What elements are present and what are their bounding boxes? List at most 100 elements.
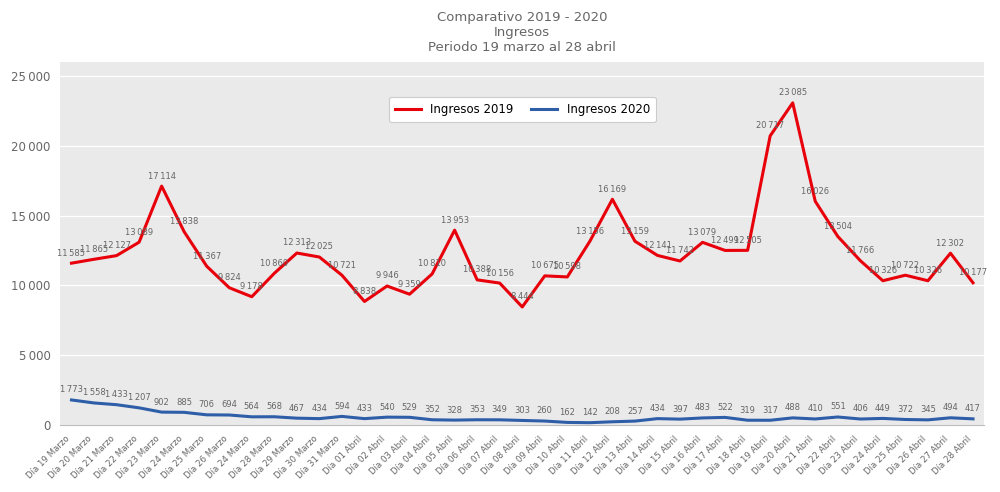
Ingresos 2020 [426,417,438,423]
Ingresos 2019 [854,258,866,264]
Text: 162: 162 [559,408,575,417]
Text: 10 722: 10 722 [891,261,919,270]
Legend: Ingresos 2019, Ingresos 2020: Ingresos 2019, Ingresos 2020 [389,97,656,122]
Text: 9 946: 9 946 [376,272,398,280]
Ingresos 2019 [629,238,641,244]
Ingresos 2020 [246,414,258,420]
Text: 540: 540 [379,402,395,412]
Text: 706: 706 [199,400,215,409]
Ingresos 2020 [539,418,551,424]
Text: 902: 902 [154,398,170,406]
Text: 494: 494 [943,403,958,412]
Ingresos 2020 [832,414,844,420]
Text: 11 865: 11 865 [80,245,108,254]
Ingresos 2019 [764,133,776,139]
Text: 12 499: 12 499 [711,236,739,245]
Text: 10 860: 10 860 [260,259,288,268]
Text: 564: 564 [244,402,260,411]
Text: 142: 142 [582,408,598,417]
Text: 11 766: 11 766 [846,246,874,255]
Ingresos 2019 [471,277,483,283]
Ingresos 2019 [674,258,686,264]
Ingresos 2019 [111,253,123,259]
Ingresos 2020 [922,417,934,423]
Ingresos 2020 [133,405,145,411]
Text: 12 025: 12 025 [305,243,333,251]
Text: 594: 594 [334,402,350,411]
Text: 449: 449 [875,404,891,413]
Text: 12 313: 12 313 [283,239,311,247]
Ingresos 2020 [223,412,235,418]
Ingresos 2019 [426,271,438,277]
Text: 17 114: 17 114 [148,172,176,181]
Text: 13 159: 13 159 [621,227,649,236]
Ingresos 2019 [944,250,956,256]
Text: 16 026: 16 026 [801,186,829,196]
Ingresos 2020 [471,417,483,423]
Ingresos 2020 [651,416,663,422]
Text: 13 838: 13 838 [170,217,198,226]
Text: 397: 397 [672,404,688,414]
Text: 434: 434 [650,404,665,413]
Ingresos 2020 [877,415,889,421]
Text: 208: 208 [604,407,620,416]
Ingresos 2019 [268,270,280,276]
Ingresos 2019 [246,294,258,300]
Text: 12 505: 12 505 [734,236,762,245]
Ingresos 2019 [291,250,303,256]
Ingresos 2019 [313,254,325,260]
Text: 417: 417 [965,404,981,413]
Text: 9 824: 9 824 [218,273,241,282]
Ingresos 2019 [787,100,799,106]
Ingresos 2020 [156,409,168,415]
Ingresos 2019 [516,304,528,310]
Text: 10 156: 10 156 [486,269,514,277]
Text: 349: 349 [492,405,508,414]
Ingresos 2019 [336,272,348,278]
Text: 1 433: 1 433 [105,390,128,399]
Text: 522: 522 [717,403,733,412]
Ingresos 2020 [742,417,754,423]
Text: 13 089: 13 089 [125,228,153,237]
Ingresos 2020 [88,400,100,406]
Text: 1 773: 1 773 [60,385,83,395]
Text: 12 302: 12 302 [936,239,964,247]
Text: 1 207: 1 207 [128,393,150,402]
Ingresos 2020 [381,414,393,420]
Ingresos 2019 [201,263,213,269]
Text: 328: 328 [447,405,463,415]
Text: 13 079: 13 079 [688,228,717,237]
Ingresos 2020 [809,416,821,422]
Text: 434: 434 [311,404,327,413]
Ingresos 2020 [336,413,348,419]
Ingresos 2020 [313,416,325,422]
Text: 257: 257 [627,406,643,416]
Ingresos 2020 [854,416,866,422]
Ingresos 2019 [65,260,77,266]
Ingresos 2019 [967,280,979,286]
Ingresos 2019 [133,239,145,245]
Text: 529: 529 [402,403,417,412]
Ingresos 2019 [178,229,190,235]
Text: 13 953: 13 953 [441,215,469,225]
Ingresos 2019 [223,285,235,291]
Ingresos 2019 [832,234,844,240]
Ingresos 2020 [606,419,618,425]
Ingresos 2020 [764,417,776,423]
Line: Ingresos 2019: Ingresos 2019 [71,103,973,307]
Ingresos 2020 [111,402,123,408]
Ingresos 2019 [719,247,731,253]
Text: 10 388: 10 388 [463,265,491,275]
Text: 372: 372 [897,405,913,414]
Ingresos 2020 [494,417,506,423]
Line: Ingresos 2020: Ingresos 2020 [71,400,973,423]
Ingresos 2020 [697,415,709,421]
Ingresos 2019 [606,196,618,202]
Ingresos 2019 [539,273,551,279]
Ingresos 2019 [899,272,911,278]
Text: 10 326: 10 326 [869,266,897,275]
Ingresos 2020 [629,418,641,424]
Text: 11 742: 11 742 [666,246,694,255]
Ingresos 2019 [449,227,461,233]
Text: 568: 568 [266,402,282,411]
